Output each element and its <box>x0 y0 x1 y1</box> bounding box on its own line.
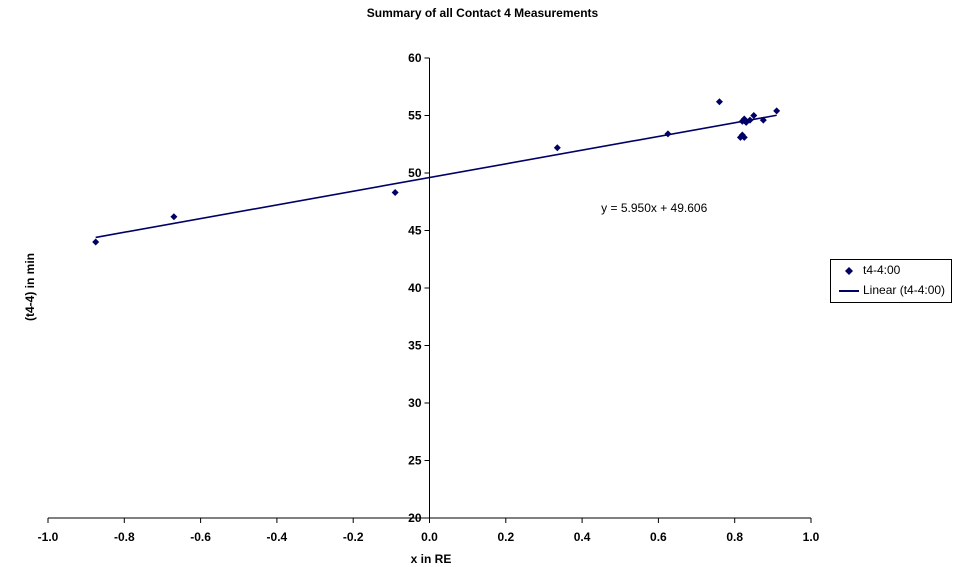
data-point <box>750 112 758 119</box>
y-tick-label: 45 <box>408 224 422 238</box>
axes: -1.0 -0.8 -0.6 -0.4 -0.2 0.0 0.2 0.4 0.6 0.8 1.0 20… <box>38 51 820 544</box>
legend-label-trendline: Linear (t4-4:00) <box>863 283 946 297</box>
x-tick-label: 0.2 <box>497 530 514 544</box>
y-tick-label: 20 <box>408 511 422 525</box>
y-tick-label: 25 <box>408 454 422 468</box>
legend-item-trendline: Linear (t4-4:00) <box>831 282 951 300</box>
x-tick-label: 0.0 <box>421 530 438 544</box>
data-point <box>740 133 748 141</box>
x-tick-label: -0.4 <box>267 530 288 544</box>
x-tick-label: 0.8 <box>726 530 743 544</box>
data-point <box>759 116 767 124</box>
y-tick-label: 30 <box>408 396 422 410</box>
data-point <box>773 107 781 115</box>
y-tick-label: 40 <box>408 281 422 295</box>
x-tick-label: -1.0 <box>38 530 59 544</box>
trendline <box>95 114 777 239</box>
diamond-marker-icon <box>845 267 853 275</box>
trendline-layer <box>95 114 777 239</box>
x-tick-label: -0.6 <box>190 530 211 544</box>
legend-item-points: t4-4:00 <box>831 262 951 280</box>
y-tick-label: 55 <box>408 109 422 123</box>
data-points <box>92 98 781 246</box>
x-tick-label: 0.6 <box>650 530 667 544</box>
line-marker-icon <box>839 290 859 292</box>
legend-label-points: t4-4:00 <box>863 263 901 277</box>
y-tick-label: 50 <box>408 166 422 180</box>
x-tick-label: 0.4 <box>574 530 591 544</box>
x-axis-label: x in RE <box>410 552 452 566</box>
x-tick-label: 1.0 <box>803 530 820 544</box>
trendline-equation: y = 5.950x + 49.606 <box>601 201 707 215</box>
legend: t4-4:00 Linear (t4-4:00) <box>830 259 952 303</box>
data-point <box>553 144 561 152</box>
y-tick-label: 35 <box>408 339 422 353</box>
y-tick-label: 60 <box>408 51 422 65</box>
y-axis-label: (t4-4) in min <box>23 253 37 321</box>
data-point <box>92 238 100 246</box>
x-tick-label: -0.8 <box>114 530 135 544</box>
data-point <box>746 116 754 124</box>
data-point <box>715 98 723 106</box>
data-point <box>170 213 178 221</box>
data-point <box>391 189 399 197</box>
data-point <box>664 130 672 138</box>
chart-title: Summary of all Contact 4 Measurements <box>366 6 599 20</box>
x-tick-label: -0.2 <box>343 530 364 544</box>
